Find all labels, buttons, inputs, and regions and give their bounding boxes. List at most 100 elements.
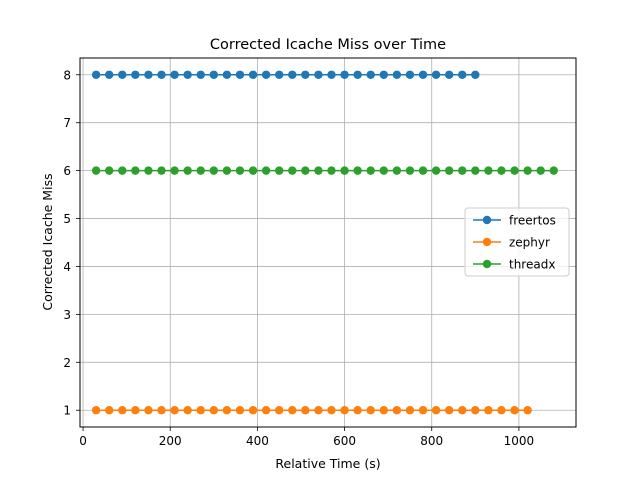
data-point-threadx	[392, 166, 402, 175]
data-point-zephyr	[196, 406, 205, 415]
data-point-zephyr	[379, 406, 388, 415]
data-point-threadx	[510, 166, 519, 175]
data-point-freertos	[405, 70, 415, 79]
y-tick-label: 1	[63, 404, 71, 418]
data-point-freertos	[471, 70, 480, 79]
data-point-threadx	[418, 166, 428, 175]
data-point-freertos	[301, 70, 310, 79]
data-point-threadx	[91, 166, 101, 175]
data-point-threadx	[340, 166, 349, 175]
data-point-threadx	[327, 166, 336, 175]
data-point-threadx	[523, 166, 532, 175]
data-point-threadx	[405, 166, 415, 175]
y-axis-label: Corrected Icache Miss	[40, 173, 55, 310]
data-point-threadx	[497, 166, 506, 175]
data-point-freertos	[196, 70, 205, 79]
y-tick-label: 6	[63, 164, 71, 178]
data-point-threadx	[274, 166, 284, 175]
data-point-threadx	[248, 166, 258, 175]
data-point-zephyr	[248, 406, 258, 415]
data-point-freertos	[327, 70, 336, 79]
data-point-freertos	[392, 70, 402, 79]
data-point-freertos	[105, 70, 114, 79]
data-point-threadx	[222, 166, 232, 175]
data-point-freertos	[91, 70, 101, 79]
data-point-freertos	[131, 70, 140, 79]
data-point-threadx	[301, 166, 310, 175]
series-zephyr	[91, 406, 532, 415]
data-point-zephyr	[131, 406, 140, 415]
data-point-zephyr	[222, 406, 232, 415]
data-point-zephyr	[170, 406, 179, 415]
data-point-freertos	[431, 70, 441, 79]
data-point-threadx	[170, 166, 179, 175]
data-point-zephyr	[209, 406, 219, 415]
data-point-threadx	[196, 166, 205, 175]
data-point-threadx	[209, 166, 219, 175]
data-point-threadx	[288, 166, 297, 175]
data-point-freertos	[379, 70, 388, 79]
y-tick-label: 5	[63, 212, 71, 226]
data-point-freertos	[261, 70, 271, 79]
series-freertos	[91, 70, 480, 79]
plot-frame	[79, 57, 577, 428]
data-point-zephyr	[523, 406, 532, 415]
data-point-freertos	[288, 70, 297, 79]
data-point-zephyr	[91, 406, 101, 415]
data-point-threadx	[379, 166, 388, 175]
data-point-zephyr	[418, 406, 428, 415]
data-point-freertos	[458, 70, 467, 79]
data-point-threadx	[183, 166, 192, 175]
x-tick-label: 200	[159, 434, 182, 448]
data-point-zephyr	[405, 406, 415, 415]
chart-title: Corrected Icache Miss over Time	[210, 37, 446, 53]
legend-box	[464, 207, 570, 277]
data-point-threadx	[105, 166, 114, 175]
data-point-freertos	[366, 70, 375, 79]
data-point-zephyr	[235, 406, 245, 415]
data-point-threadx	[366, 166, 375, 175]
data-point-threadx	[431, 166, 441, 175]
series-layer	[91, 70, 558, 415]
data-point-threadx	[261, 166, 271, 175]
data-point-zephyr	[327, 406, 336, 415]
data-point-threadx	[484, 166, 493, 175]
legend-label-freertos: freertos	[509, 214, 556, 228]
y-tick-label: 3	[63, 308, 71, 322]
data-point-zephyr	[392, 406, 402, 415]
legend-label-zephyr: zephyr	[509, 236, 550, 250]
data-point-threadx	[536, 166, 545, 175]
data-point-threadx	[157, 166, 166, 175]
data-point-zephyr	[471, 406, 480, 415]
data-point-zephyr	[301, 406, 310, 415]
data-point-zephyr	[274, 406, 284, 415]
data-point-freertos	[170, 70, 179, 79]
legend-marker-threadx	[482, 259, 492, 269]
data-point-zephyr	[157, 406, 166, 415]
data-point-freertos	[340, 70, 349, 79]
data-point-threadx	[314, 166, 323, 175]
y-tick-label: 7	[63, 116, 71, 130]
data-point-freertos	[235, 70, 245, 79]
data-point-freertos	[118, 70, 127, 79]
data-point-threadx	[144, 166, 153, 175]
series-threadx	[91, 166, 558, 175]
legend-marker-zephyr	[482, 237, 492, 247]
data-point-freertos	[144, 70, 153, 79]
legend: freertos zephyr threadx	[464, 207, 570, 277]
data-point-zephyr	[261, 406, 271, 415]
data-point-freertos	[444, 70, 454, 79]
data-point-zephyr	[366, 406, 375, 415]
y-tick-label: 2	[63, 356, 71, 370]
data-point-zephyr	[144, 406, 153, 415]
data-point-freertos	[248, 70, 258, 79]
data-point-zephyr	[510, 406, 519, 415]
data-point-freertos	[157, 70, 166, 79]
data-point-freertos	[183, 70, 192, 79]
data-point-threadx	[471, 166, 480, 175]
data-point-zephyr	[444, 406, 454, 415]
y-tick-label: 8	[63, 68, 71, 82]
data-point-zephyr	[340, 406, 349, 415]
